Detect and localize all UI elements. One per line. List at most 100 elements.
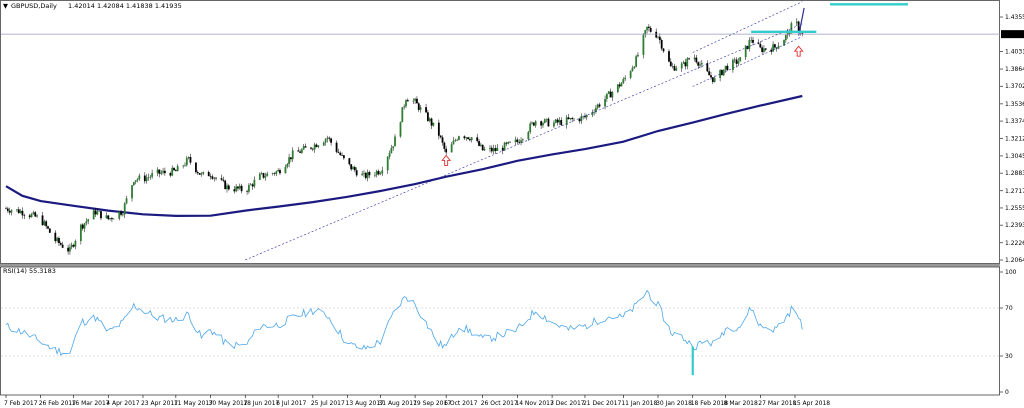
- bear-candle: [774, 43, 776, 50]
- bull-candle: [176, 164, 179, 172]
- candle-body: [772, 44, 774, 52]
- candle-body: [258, 173, 261, 180]
- menu-triangle-icon[interactable]: ▼: [3, 2, 8, 10]
- candle-body: [591, 112, 594, 116]
- bear-candle: [335, 140, 338, 154]
- bull-candle: [149, 174, 152, 180]
- candle-body: [300, 149, 303, 153]
- bear-candle: [437, 119, 440, 140]
- bear-candle: [328, 136, 331, 142]
- bull-candle: [646, 26, 648, 34]
- candle-body: [21, 210, 24, 216]
- bear-candle: [209, 173, 212, 180]
- bear-candle: [706, 60, 709, 73]
- bull-candle: [611, 90, 614, 101]
- bull-candle: [16, 209, 18, 213]
- bull-candle: [616, 84, 619, 94]
- bull-candle: [763, 45, 765, 54]
- candle-body: [72, 244, 75, 247]
- candle-body: [112, 218, 115, 220]
- candle-body: [58, 238, 60, 244]
- candle-body: [686, 58, 689, 67]
- candle-body: [83, 223, 86, 229]
- date-tick-label: 19 Sep 2017: [413, 400, 451, 407]
- candles-layer: [5, 18, 804, 255]
- bull-candle: [185, 155, 188, 167]
- bull-candle: [565, 115, 568, 129]
- bull-candle: [277, 168, 280, 172]
- bull-candle: [69, 243, 71, 255]
- bull-candle: [657, 36, 659, 39]
- candle-body: [532, 122, 535, 126]
- bear-candle: [315, 143, 318, 148]
- candle-body: [202, 171, 205, 174]
- candle-body: [196, 172, 199, 174]
- bull-candle: [675, 65, 678, 71]
- candle-body: [456, 139, 459, 141]
- candle-body: [580, 116, 583, 122]
- bear-candle: [81, 223, 84, 231]
- bull-candle: [258, 172, 261, 181]
- candle-body: [735, 59, 738, 64]
- candle-body: [432, 122, 435, 126]
- bear-candle: [441, 135, 444, 146]
- candle-body: [222, 179, 225, 181]
- candle-body: [647, 26, 650, 28]
- bull-candle: [719, 69, 722, 82]
- candle-body: [479, 144, 482, 146]
- candle-body: [277, 170, 280, 172]
- candle-body: [412, 100, 415, 102]
- candle-body: [516, 139, 519, 142]
- bull-candle: [96, 208, 99, 216]
- candle-body: [158, 169, 161, 174]
- bull-candle: [465, 136, 468, 141]
- bear-candle: [222, 176, 225, 183]
- candle-body: [697, 62, 700, 66]
- bull-candle: [732, 58, 734, 73]
- rsi-tick-label: 0: [1005, 389, 1009, 396]
- candle-body: [310, 147, 312, 149]
- candle-body: [184, 165, 186, 166]
- candle-body: [454, 140, 457, 141]
- channel-lower-line: [692, 36, 803, 87]
- bull-candle: [151, 169, 154, 179]
- candle-body: [87, 219, 90, 222]
- bull-candle: [607, 90, 610, 95]
- candle-body: [531, 122, 533, 124]
- panel-separator[interactable]: [0, 264, 1000, 267]
- bear-candle: [237, 186, 239, 192]
- candle-body: [131, 185, 133, 199]
- bull-candle: [388, 150, 391, 160]
- bull-candle: [777, 42, 780, 50]
- candle-body: [169, 173, 172, 176]
- candle-body: [430, 118, 433, 126]
- bear-candle: [516, 137, 519, 145]
- bear-candle: [163, 167, 166, 176]
- candle-body: [784, 35, 787, 41]
- candle-body: [317, 145, 320, 148]
- candle-body: [392, 146, 395, 149]
- price-axis: 1.43550 1.40310 1.38645 1.37025 1.35360 1.337…: [1, 14, 1024, 264]
- candle-body: [699, 64, 701, 66]
- bear-candle: [220, 174, 223, 182]
- candle-body: [609, 91, 612, 98]
- bull-candle: [545, 118, 548, 123]
- bull-candle: [70, 242, 73, 250]
- price-tick-label: 1.28835: [1005, 170, 1024, 177]
- bull-candle: [580, 113, 583, 124]
- bear-candle: [48, 228, 51, 233]
- bull-candle: [286, 162, 289, 169]
- bull-candle: [700, 59, 703, 68]
- bull-candle: [428, 117, 431, 123]
- bear-candle: [240, 183, 243, 194]
- bear-candle: [47, 225, 49, 230]
- bull-candle: [43, 219, 46, 226]
- bull-candle: [452, 136, 455, 145]
- bear-candle: [761, 45, 764, 54]
- date-tick-label: 30 Jan 2018: [656, 400, 692, 407]
- bear-candle: [752, 36, 754, 46]
- candle-body: [118, 211, 121, 219]
- candle-body: [426, 112, 429, 121]
- bull-candle: [699, 61, 701, 68]
- candle-body: [607, 91, 610, 94]
